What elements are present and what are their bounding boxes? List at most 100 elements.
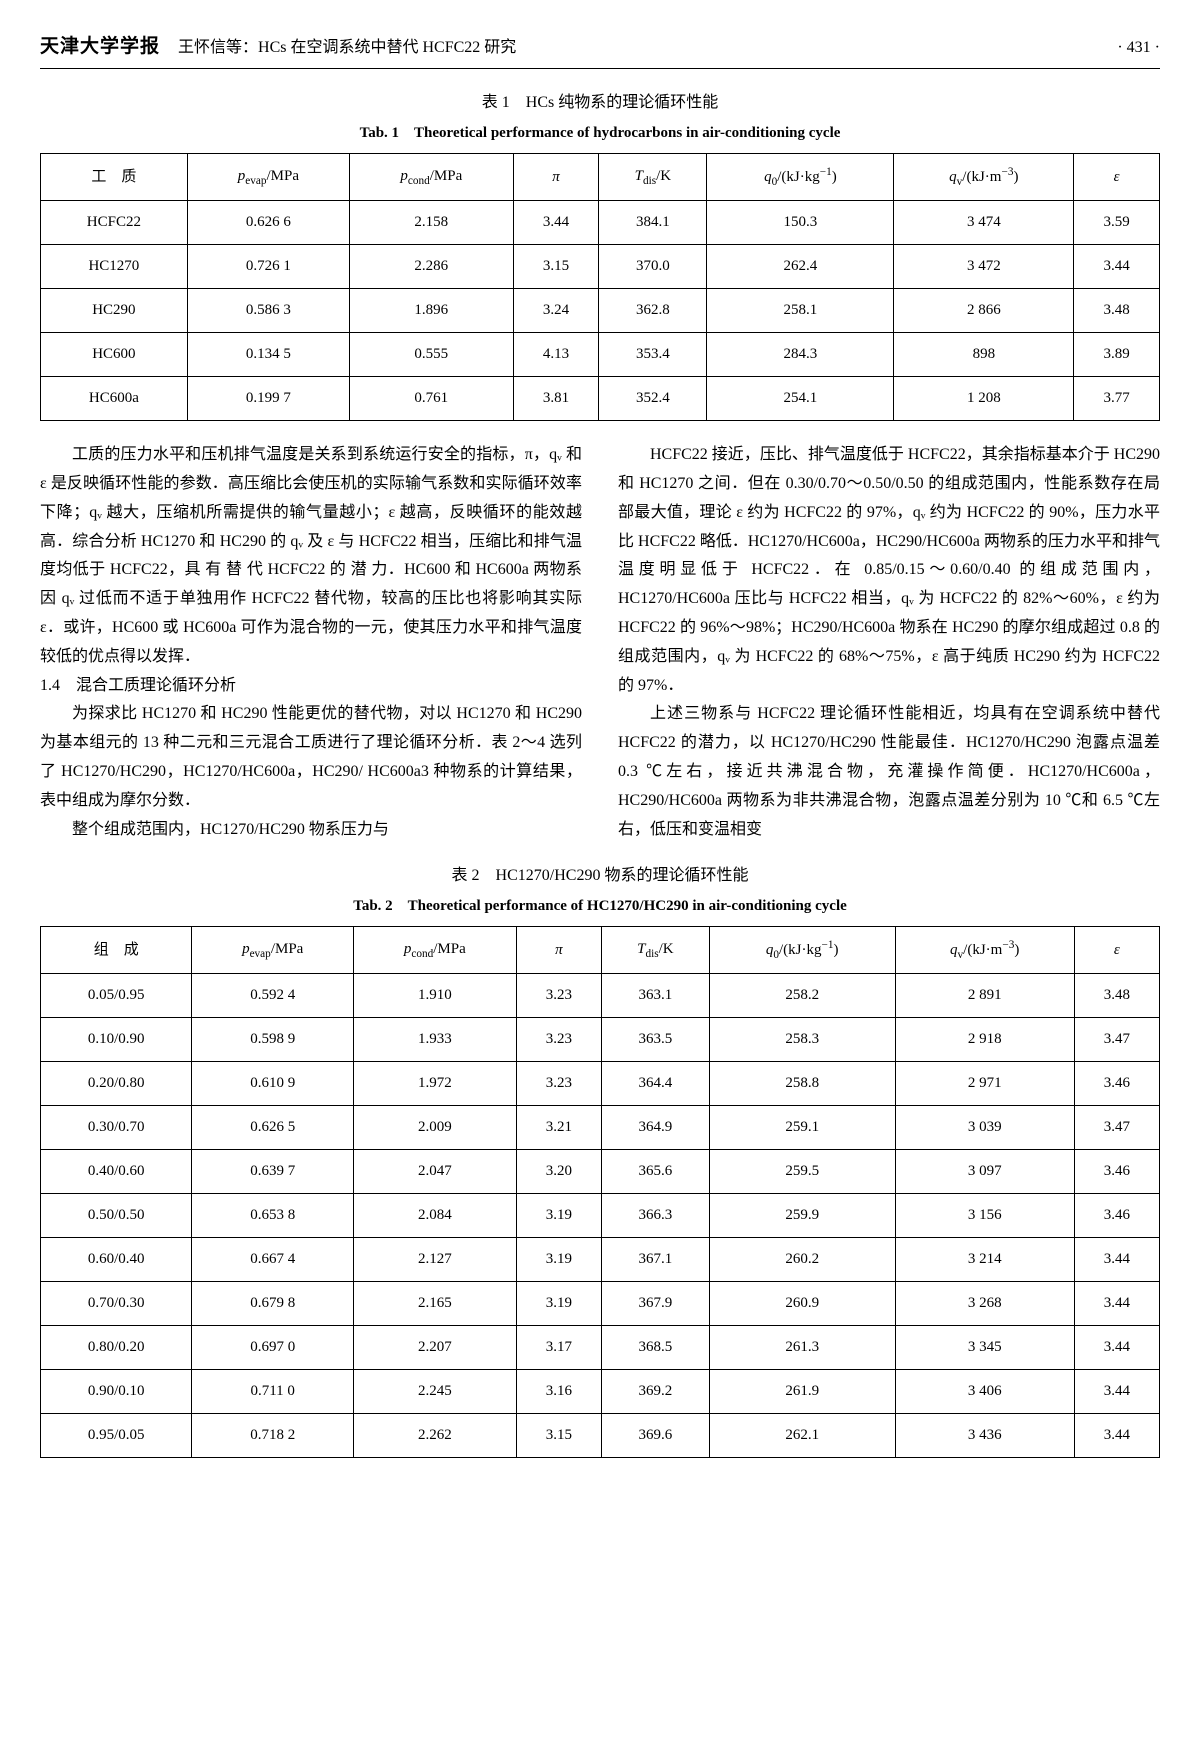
table2-row: 0.90/0.100.711 02.2453.16369.2261.93 406… [41,1370,1160,1414]
table-cell: 0.667 4 [192,1238,353,1282]
table-cell: 3.20 [516,1150,601,1194]
table-cell: 0.639 7 [192,1150,353,1194]
table-cell: 3.59 [1074,201,1160,245]
table-cell: 3.44 [1074,1326,1159,1370]
table-cell: 2 971 [895,1062,1074,1106]
table1-caption-en: Tab. 1 Theoretical performance of hydroc… [40,120,1160,147]
table-cell: 1.896 [350,289,514,333]
table-cell: HC600a [41,377,188,421]
page-header: 天津大学学报 王怀信等：HCs 在空调系统中替代 HCFC22 研究 · 431… [40,30,1160,69]
left-p2: 为探求比 HC1270 和 HC290 性能更优的替代物，对以 HC1270 和… [40,700,582,815]
table-cell: 2.207 [353,1326,516,1370]
header-left: 天津大学学报 王怀信等：HCs 在空调系统中替代 HCFC22 研究 [40,30,516,64]
table-cell: 0.20/0.80 [41,1062,192,1106]
table-cell: 3 268 [895,1282,1074,1326]
table-cell: 366.3 [602,1194,710,1238]
table-cell: 364.4 [602,1062,710,1106]
table-cell: 2.158 [350,201,514,245]
table-cell: 3.15 [513,245,599,289]
table-cell: HC290 [41,289,188,333]
table1-row: HC600a0.199 70.7613.81352.4254.11 2083.7… [41,377,1160,421]
table-cell: 352.4 [599,377,707,421]
table-cell: 0.50/0.50 [41,1194,192,1238]
t1h7: qv/(kJ·m−3) [894,153,1074,200]
table-cell: 259.1 [709,1106,895,1150]
table-cell: 259.9 [709,1194,895,1238]
t1h8: ε [1074,153,1160,200]
table-cell: 1.972 [353,1062,516,1106]
table-cell: 3.89 [1074,333,1160,377]
table-cell: 2 866 [894,289,1074,333]
table-cell: 2.286 [350,245,514,289]
table-cell: 0.592 4 [192,974,353,1018]
table2-caption-cn: 表 2 HC1270/HC290 物系的理论循环性能 [40,862,1160,891]
table-cell: 369.2 [602,1370,710,1414]
table2-row: 0.30/0.700.626 52.0093.21364.9259.13 039… [41,1106,1160,1150]
right-column: HCFC22 接近，压比、排气温度低于 HCFC22，其余指标基本介于 HC29… [618,441,1160,844]
table2-row: 0.40/0.600.639 72.0473.20365.6259.53 097… [41,1150,1160,1194]
table-cell: 1.910 [353,974,516,1018]
table-cell: 254.1 [707,377,894,421]
table-cell: 2.009 [353,1106,516,1150]
table-cell: 0.70/0.30 [41,1282,192,1326]
table-cell: 3.46 [1074,1194,1159,1238]
journal-name: 天津大学学报 [40,30,160,64]
table-cell: 0.05/0.95 [41,974,192,1018]
table-cell: 3.46 [1074,1062,1159,1106]
table-cell: 0.586 3 [187,289,349,333]
table-cell: 364.9 [602,1106,710,1150]
page-number: · 431 · [1117,34,1160,63]
table-cell: HCFC22 [41,201,188,245]
table-cell: 3.48 [1074,974,1159,1018]
t1h1: 工 质 [41,153,188,200]
table-cell: 262.1 [709,1414,895,1458]
table-cell: 3.44 [1074,245,1160,289]
table-cell: 4.13 [513,333,599,377]
table1-row: HC6000.134 50.5554.13353.4284.38983.89 [41,333,1160,377]
table2-row: 0.70/0.300.679 82.1653.19367.9260.93 268… [41,1282,1160,1326]
table-cell: 3.44 [1074,1238,1159,1282]
table-cell: 3.16 [516,1370,601,1414]
table-cell: 261.3 [709,1326,895,1370]
table-cell: 258.2 [709,974,895,1018]
table-cell: 2.084 [353,1194,516,1238]
table2-row: 0.80/0.200.697 02.2073.17368.5261.33 345… [41,1326,1160,1370]
table-cell: 3.19 [516,1282,601,1326]
table-cell: 0.555 [350,333,514,377]
table-cell: 3 406 [895,1370,1074,1414]
table-cell: 0.60/0.40 [41,1238,192,1282]
table2-row: 0.05/0.950.592 41.9103.23363.1258.22 891… [41,974,1160,1018]
table-cell: 3.44 [1074,1370,1159,1414]
table-cell: 3.21 [516,1106,601,1150]
table-cell: 3.23 [516,1062,601,1106]
table1-row: HC12700.726 12.2863.15370.0262.43 4723.4… [41,245,1160,289]
table-cell: 0.653 8 [192,1194,353,1238]
table1: 工 质 pevap/MPa pcond/MPa π Tdis/K q0/(kJ·… [40,153,1160,421]
table-cell: 3 214 [895,1238,1074,1282]
table-cell: 258.3 [709,1018,895,1062]
t2h8: ε [1074,927,1159,974]
table-cell: 362.8 [599,289,707,333]
t2h4: π [516,927,601,974]
table-cell: 898 [894,333,1074,377]
table-cell: 0.761 [350,377,514,421]
table-cell: 369.6 [602,1414,710,1458]
table1-row: HCFC220.626 62.1583.44384.1150.33 4743.5… [41,201,1160,245]
table-cell: 260.9 [709,1282,895,1326]
body-columns: 工质的压力水平和压机排气温度是关系到系统运行安全的指标，π，qᵥ 和 ε 是反映… [40,441,1160,844]
table-cell: 3.48 [1074,289,1160,333]
table-cell: 3 436 [895,1414,1074,1458]
section-1-4: 1.4 混合工质理论循环分析 [40,672,582,701]
t1h5: Tdis/K [599,153,707,200]
table-cell: 259.5 [709,1150,895,1194]
table-cell: 150.3 [707,201,894,245]
table1-header-row: 工 质 pevap/MPa pcond/MPa π Tdis/K q0/(kJ·… [41,153,1160,200]
header-subtitle: 王怀信等：HCs 在空调系统中替代 HCFC22 研究 [178,34,516,63]
table2-row: 0.20/0.800.610 91.9723.23364.4258.82 971… [41,1062,1160,1106]
table-cell: 0.726 1 [187,245,349,289]
table-cell: 3.81 [513,377,599,421]
table1-row: HC2900.586 31.8963.24362.8258.12 8663.48 [41,289,1160,333]
table-cell: 3 472 [894,245,1074,289]
table2-caption-en: Tab. 2 Theoretical performance of HC1270… [40,893,1160,920]
right-p2: 上述三物系与 HCFC22 理论循环性能相近，均具有在空调系统中替代 HCFC2… [618,700,1160,844]
